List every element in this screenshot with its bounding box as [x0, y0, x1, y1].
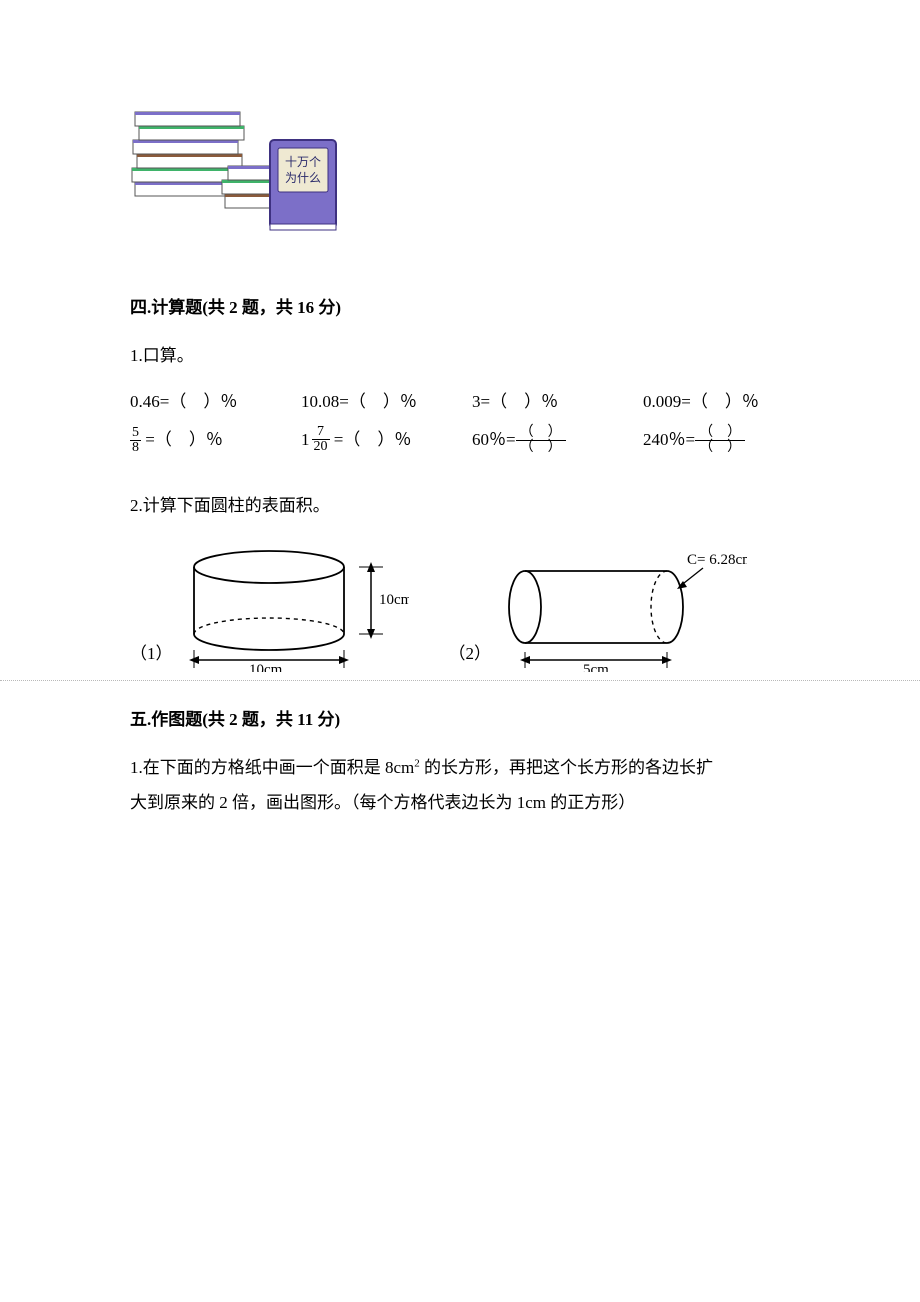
q1-label: 1.口算。: [130, 338, 790, 374]
cover-line1: 十万个: [285, 155, 321, 169]
section4-heading: 四.计算题(共 2 题，共 16 分): [130, 290, 790, 326]
standing-book: 十万个 为什么: [270, 140, 336, 230]
calc-c1: 0.46=（ ）％: [130, 383, 277, 420]
cylinder-2: （2） C= 6.28cm 5cm: [449, 552, 748, 672]
cyl1-index: （1）: [130, 636, 173, 672]
calc-c3: 3=（ ）％: [472, 383, 619, 420]
calc-grid: 0.46=（ ）％ 10.08=（ ）％ 3=（ ）％ 0.009=（ ）％ 5…: [130, 383, 790, 458]
cyl1-height-label: 10cm: [379, 592, 409, 608]
q2-label: 2.计算下面圆柱的表面积。: [130, 488, 790, 524]
calc-c4: 0.009=（ ）％: [643, 383, 790, 420]
cyl1-width-label: 10cm: [249, 662, 283, 672]
calc-c6: 1 7 20 =（ ）％: [301, 421, 448, 458]
mixed-1-7-20: 1 7 20: [301, 421, 330, 458]
cyl2-index: （2）: [449, 636, 492, 672]
cyl2-len-label: 5cm: [583, 662, 609, 672]
cyl2-c-label: C= 6.28cm: [687, 552, 747, 568]
cylinders-row: （1） 10cm 10cm （2）: [130, 542, 790, 672]
cover-line2: 为什么: [285, 171, 321, 185]
books-illustration: 十万个 为什么: [130, 100, 360, 240]
page-divider-dotted: [0, 680, 920, 681]
fraction-5-8: 5 8: [130, 426, 141, 455]
cylinder-1: （1） 10cm 10cm: [130, 542, 409, 672]
calc-c2: 10.08=（ ）％: [301, 383, 448, 420]
section5-q1: 1.在下面的方格纸中画一个面积是 8cm2 的长方形，再把这个长方形的各边长扩 …: [130, 750, 790, 821]
calc-c7: 60％= （ ） （ ）: [472, 421, 619, 458]
calc-c8: 240％= （ ） （ ）: [643, 421, 790, 458]
calc-c5: 5 8 =（ ）％: [130, 421, 277, 458]
section5-heading: 五.作图题(共 2 题，共 11 分): [130, 702, 790, 738]
